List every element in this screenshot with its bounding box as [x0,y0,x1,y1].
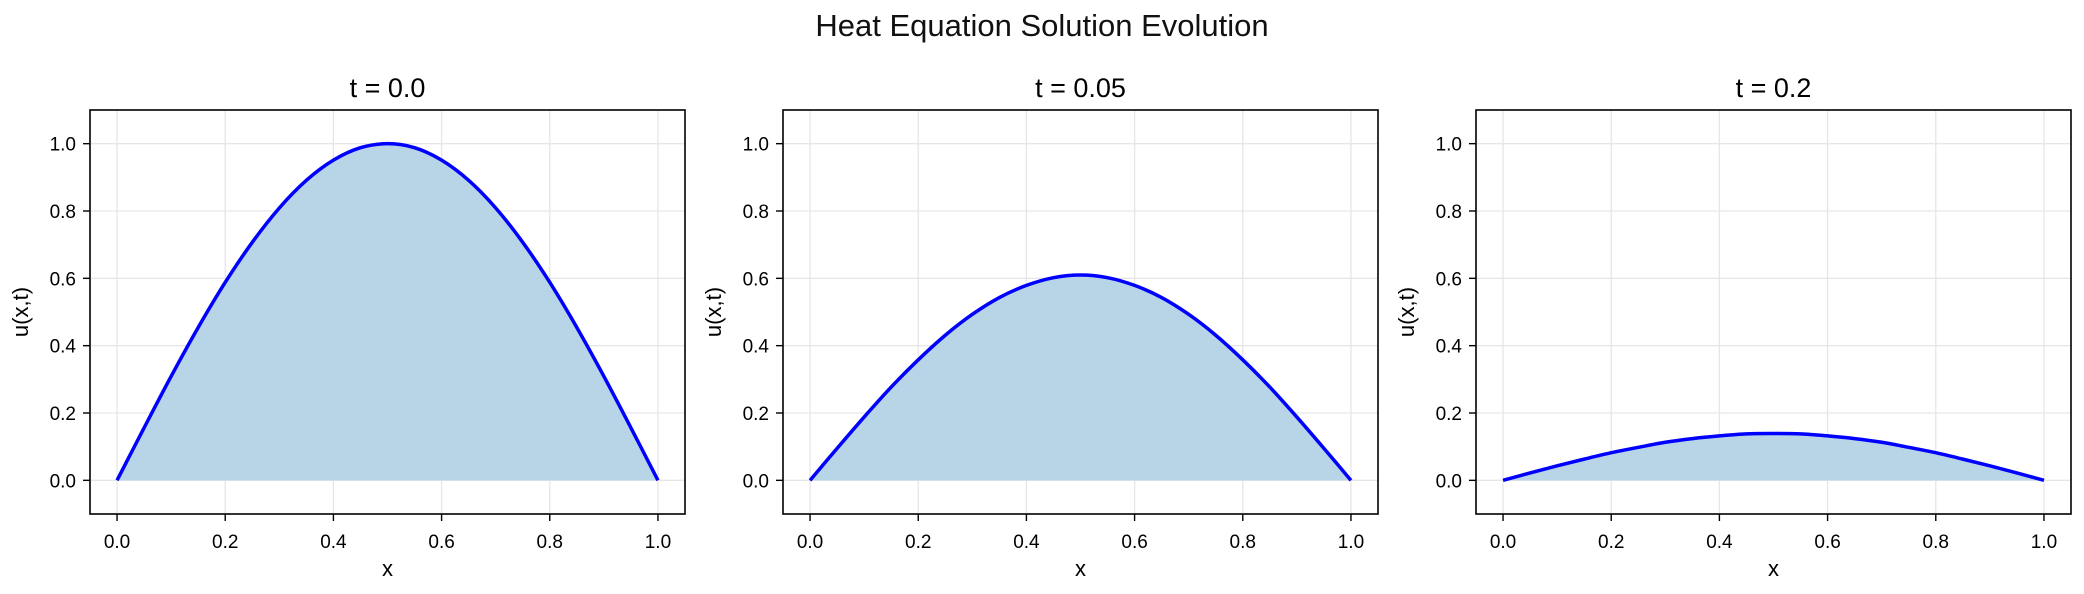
y-tick-label: 0.6 [50,269,76,290]
x-tick-label: 0.8 [1230,532,1256,553]
area-fill [117,143,658,481]
subplot-title: t = 0.0 [350,73,426,103]
solution-line [115,141,660,482]
y-axis-label: u(x,t) [1394,287,1419,337]
x-tick-label: 0.8 [537,532,563,553]
x-tick-label: 0.4 [1013,532,1040,553]
axes-frame [782,109,1379,515]
y-tick-label: 0.2 [50,404,76,425]
x-axis-label: x [382,556,393,581]
x-tick-label: 0.0 [1490,532,1516,553]
x-tick-label: 0.6 [1814,532,1840,553]
subplot-1: 0.0 0.2 0.4 0.6 0.8 1.0 0.0 0.2 0.4 0.6 0.8 1.0 t = … [8,73,686,581]
area-fill [810,274,1351,481]
x-tick-label: 0.4 [1706,532,1733,553]
y-tick-label: 0.4 [1436,337,1463,358]
y-axis-label: u(x,t) [8,287,33,337]
subplot-2: 0.0 0.2 0.4 0.6 0.8 1.0 0.0 0.2 0.4 0.6 0.8 1.0 t = … [701,73,1379,581]
x-tick-label: 1.0 [1338,532,1364,553]
x-axis-label: x [1768,556,1779,581]
y-tick-label: 0.0 [50,471,76,492]
x-tick-label: 0.4 [320,532,347,553]
y-tick-label: 1.0 [1436,135,1462,156]
x-tick-label: 0.6 [428,532,454,553]
solution-line [808,273,1353,482]
x-tick-label: 0.6 [1121,532,1147,553]
y-tick-label: 1.0 [743,135,769,156]
y-tick-label: 0.2 [743,404,769,425]
x-tick-label: 0.2 [905,532,931,553]
subplot-3: 0.0 0.2 0.4 0.6 0.8 1.0 0.0 0.2 0.4 0.6 0.8 1.0 t = … [1394,73,2072,581]
x-tick-label: 0.8 [1923,532,1949,553]
y-tick-label: 0.8 [50,202,76,223]
y-tick-label: 0.2 [1436,404,1462,425]
y-tick-label: 0.6 [1436,269,1462,290]
axes-frame [1475,109,2072,515]
solution-line [1502,431,2045,483]
y-tick-label: 1.0 [50,135,76,156]
y-axis-label: u(x,t) [701,287,726,337]
x-tick-label: 0.0 [104,532,130,553]
subplot-title: t = 0.05 [1035,73,1126,103]
y-tick-label: 0.0 [1436,471,1462,492]
y-tick-label: 0.8 [743,202,769,223]
y-tick-label: 0.4 [50,337,77,358]
x-axis-label: x [1075,556,1086,581]
figure-title: Heat Equation Solution Evolution [815,8,1269,43]
y-tick-label: 0.8 [1436,202,1462,223]
x-tick-label: 0.0 [797,532,823,553]
subplot-title: t = 0.2 [1736,73,1812,103]
x-tick-label: 0.2 [212,532,238,553]
x-tick-label: 0.2 [1598,532,1624,553]
axes-frame [89,109,686,515]
x-tick-label: 1.0 [645,532,671,553]
area-fill [1503,433,2044,481]
y-tick-label: 0.0 [743,471,769,492]
x-tick-label: 1.0 [2031,532,2057,553]
y-tick-label: 0.6 [743,269,769,290]
y-tick-label: 0.4 [743,337,770,358]
